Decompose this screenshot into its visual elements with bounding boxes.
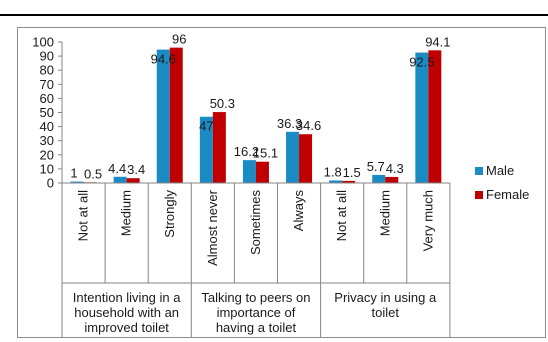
bar-female <box>299 134 313 183</box>
bar-male <box>199 116 213 183</box>
y-tick-label: 80 <box>40 63 54 78</box>
data-label-female: 15.1 <box>253 146 278 161</box>
group-label: having a toilet <box>216 320 297 335</box>
data-label-female: 4.3 <box>386 161 404 176</box>
y-tick-label: 60 <box>40 91 54 106</box>
data-label-female: 34.6 <box>296 118 321 133</box>
category-label: Always <box>291 190 306 232</box>
data-label-male: 36.3 <box>277 116 302 131</box>
group-label: toilet <box>372 305 400 320</box>
category-label: Strongly <box>162 190 177 238</box>
group-label: Talking to peers on <box>201 290 310 305</box>
data-label-male: 92.5 <box>409 55 434 70</box>
x-axis: Not at all Medium Strongly Almost never Some… <box>61 182 451 337</box>
category-label: Medium <box>377 190 392 236</box>
bar-male <box>242 160 256 183</box>
group-label: importance of <box>217 305 296 320</box>
data-label-female: 50.3 <box>210 96 235 111</box>
category-label: Not at all <box>334 190 349 241</box>
legend-swatch-male <box>475 167 483 175</box>
legend-label-male: Male <box>486 163 514 178</box>
y-tick-label: 100 <box>32 35 54 50</box>
bars <box>70 47 442 184</box>
bar-female <box>255 161 269 183</box>
bar-male <box>372 174 386 183</box>
bar-male <box>415 52 429 184</box>
data-label-female: 3.4 <box>127 162 145 177</box>
y-tick-label: 10 <box>40 161 54 176</box>
group-label: improved toilet <box>84 320 169 335</box>
y-tick-label: 40 <box>40 119 54 134</box>
data-label-male: 5.7 <box>367 159 385 174</box>
data-label-male: 1.8 <box>324 164 342 179</box>
category-label: Almost never <box>205 189 220 266</box>
bar-female <box>169 47 183 183</box>
bar-female <box>428 50 442 183</box>
top-rule <box>0 0 548 16</box>
category-label: Very much <box>420 190 435 251</box>
data-label-female: 96 <box>172 32 186 47</box>
bar-female <box>342 180 356 183</box>
group-label: Privacy in using a <box>334 290 437 305</box>
legend: Male Female <box>475 163 529 202</box>
y-tick-label: 30 <box>40 133 54 148</box>
bar-female <box>385 176 399 183</box>
category-label: Not at all <box>76 190 91 241</box>
data-label-male: 4.4 <box>108 161 126 176</box>
y-tick-label: 90 <box>40 49 54 64</box>
y-tick-label: 0 <box>47 176 54 191</box>
legend-swatch-female <box>475 191 483 199</box>
data-label-female: 1.5 <box>343 165 361 180</box>
bar-male <box>70 181 84 183</box>
category-label: Medium <box>119 190 134 236</box>
bar-male <box>329 180 343 183</box>
bar-male <box>286 131 300 183</box>
bar-female <box>212 112 226 183</box>
data-label-male: 16.2 <box>234 144 259 159</box>
category-label: Sometimes <box>248 190 263 256</box>
data-labels: 1 4.4 94.6 47 16.2 36.3 1.8 5.7 92.5 0.5 3.4 96 50.3… <box>70 32 450 182</box>
legend-label-female: Female <box>486 187 529 202</box>
y-tick-label: 70 <box>40 77 54 92</box>
bar-male <box>113 176 127 183</box>
data-label-male: 47 <box>199 119 213 134</box>
data-label-male: 94.6 <box>151 52 176 67</box>
bar-female <box>126 178 140 183</box>
group-label: Intention living in a <box>73 290 181 305</box>
group-label: household with an <box>74 305 179 320</box>
data-label-female: 94.1 <box>425 34 450 49</box>
bar-male <box>156 49 170 183</box>
data-label-male: 1 <box>70 166 77 181</box>
y-tick-label: 20 <box>40 147 54 162</box>
data-label-female: 0.5 <box>84 166 102 181</box>
y-tick-label: 50 <box>40 105 54 120</box>
